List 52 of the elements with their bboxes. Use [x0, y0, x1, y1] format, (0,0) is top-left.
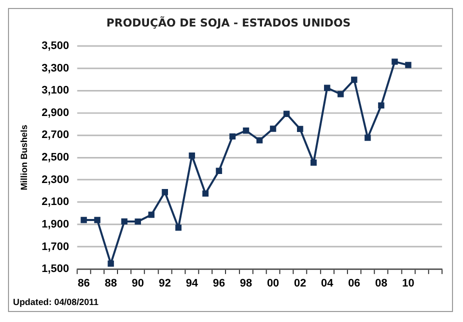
- point: [392, 58, 398, 65]
- point: [364, 134, 371, 141]
- y-tick-label: 1,900: [42, 218, 70, 230]
- point: [175, 224, 182, 231]
- y-tick-label: 2,900: [42, 106, 70, 119]
- y-axis-title: Million Bushels: [18, 124, 29, 190]
- x-tick-label: 94: [186, 278, 199, 290]
- point: [310, 160, 317, 166]
- y-tick-label: 3,300: [42, 62, 70, 74]
- point: [134, 218, 141, 225]
- point: [338, 91, 344, 98]
- point: [148, 212, 154, 218]
- point: [351, 76, 358, 83]
- x-tick-label: 92: [158, 278, 171, 290]
- point: [242, 128, 250, 134]
- point: [270, 126, 276, 132]
- chart-title: PRODUÇÃO DE SOJA - ESTADOS UNIDOS: [106, 15, 351, 30]
- y-tick-label: 2,700: [42, 129, 70, 142]
- y-tick-label: 1,700: [42, 240, 70, 253]
- text: Updated: 04/08/2011: [12, 297, 99, 308]
- point: [229, 133, 236, 140]
- point: [324, 84, 330, 92]
- x-tick-label: 00: [266, 278, 280, 290]
- point: [256, 137, 263, 144]
- point: [162, 189, 168, 196]
- point: [94, 216, 100, 224]
- point: [296, 126, 304, 132]
- x-tick-label: 02: [294, 278, 306, 290]
- point: [188, 152, 196, 159]
- x-tick-label: 96: [212, 278, 226, 290]
- point: [378, 102, 384, 109]
- point: [108, 260, 114, 267]
- x-tick-label: 98: [240, 278, 252, 290]
- y-tick-label: 3,100: [42, 84, 70, 97]
- x-tick-label: 06: [348, 278, 360, 290]
- x-tick-label: 04: [321, 278, 334, 290]
- x-tick-label: 88: [104, 278, 117, 290]
- y-tick-label: 2,100: [42, 196, 70, 208]
- x-tick-label: 86: [78, 278, 90, 290]
- y-tick-label: 1,500: [42, 263, 70, 276]
- y-tick-label: 2,500: [42, 152, 70, 164]
- point: [80, 216, 87, 224]
- x-tick-label: 10: [402, 278, 414, 290]
- y-tick-label: 3,500: [42, 40, 70, 52]
- point: [216, 168, 222, 174]
- point: [121, 218, 128, 225]
- point: [405, 62, 412, 68]
- point: [202, 190, 209, 197]
- y-tick-label: 2,300: [42, 174, 70, 186]
- x-tick-label: 90: [132, 278, 144, 290]
- x-tick-label: 08: [375, 278, 388, 290]
- point: [283, 110, 290, 117]
